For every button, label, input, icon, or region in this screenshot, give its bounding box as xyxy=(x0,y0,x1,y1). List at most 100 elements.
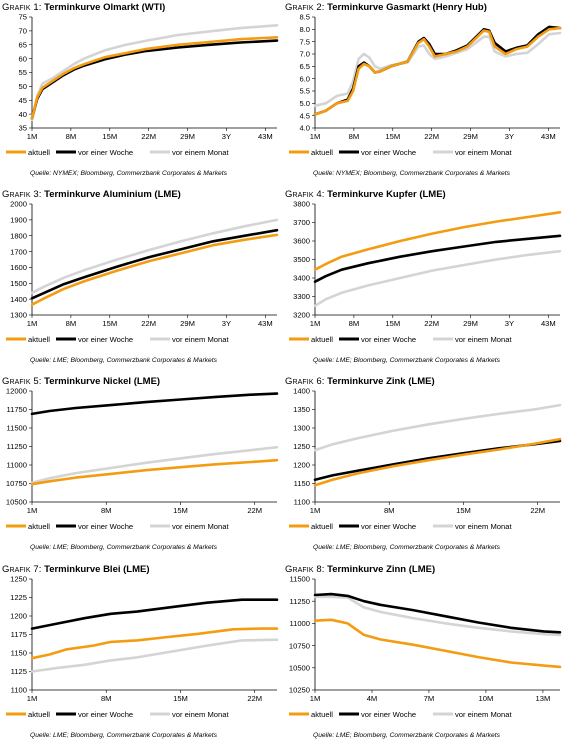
chart-number: Grafik 3: xyxy=(2,189,42,200)
chart-source: Quelle: NYMEX; Bloomberg, Commerzbank Co… xyxy=(30,170,227,177)
chart-svg: 35 40 45 50 55 60 65 70 75 1M 8M 15M 22M 29M 3Y 43M aktu… xyxy=(6,13,279,157)
series-line-woche xyxy=(313,592,562,634)
x-tick-label: 1M xyxy=(27,694,38,703)
series-line-aktuell xyxy=(313,211,562,271)
x-tick-label: 1M xyxy=(27,506,38,515)
y-tick-label: 40 xyxy=(19,110,27,119)
series-line-woche xyxy=(313,25,562,116)
y-tick-label: 10750 xyxy=(6,479,27,488)
y-tick-label: 11500 xyxy=(289,575,310,584)
legend-label-aktuell: aktuell xyxy=(28,335,50,344)
y-tick-label: 65 xyxy=(19,40,27,49)
x-tick-label: 1M xyxy=(310,132,321,141)
legend-label-monat: vor einem Monat xyxy=(455,335,512,344)
chart-panel-1: Grafik 1: Terminkurve Olmarkt (WTI) 35 40 4… xyxy=(0,0,283,187)
chart-title-text: Terminkurve Olmarkt (WTI) xyxy=(41,2,166,13)
chart-svg: 1300 1400 1500 1600 1700 1800 1900 2000 1M 8M 15M 2… xyxy=(6,200,279,344)
series-line-woche xyxy=(30,228,279,300)
chart-title-text: Terminkurve Aluminium (LME) xyxy=(41,189,181,200)
chart-panel-5: Grafik 5: Terminkurve Nickel (LME) 10500 1… xyxy=(0,374,283,561)
x-tick-label: 13M xyxy=(536,694,551,703)
y-tick-label: 6.0 xyxy=(299,74,310,83)
y-tick-label: 55 xyxy=(19,68,27,77)
series-line-aktuell xyxy=(30,627,279,660)
legend-label-aktuell: aktuell xyxy=(28,148,50,157)
x-tick-label: 43M xyxy=(258,319,273,328)
y-tick-label: 1700 xyxy=(10,247,27,256)
x-tick-label: 1M xyxy=(310,319,321,328)
legend-label-woche: vor einer Woche xyxy=(78,522,133,531)
series-line-aktuell xyxy=(30,233,279,306)
chart-title: Grafik 3: Terminkurve Aluminium (LME) xyxy=(2,189,181,200)
chart-svg: 10500 10750 11000 11250 11500 11750 12000 1M 8M 1… xyxy=(6,387,279,531)
y-tick-label: 2000 xyxy=(10,200,27,209)
chart-source: Quelle: LME; Bloomberg, Commerzbank Corp… xyxy=(313,357,500,364)
y-tick-label: 10500 xyxy=(6,498,27,507)
series-line-woche xyxy=(30,392,279,416)
y-tick-label: 4.5 xyxy=(299,111,310,120)
y-tick-label: 3800 xyxy=(293,200,310,209)
chart-title-text: Terminkurve Blei (LME) xyxy=(41,564,150,575)
chart-source: Quelle: LME; Bloomberg, Commerzbank Corp… xyxy=(313,732,500,739)
chart-number: Grafik 8: xyxy=(285,564,325,575)
chart-number: Grafik 6: xyxy=(285,376,325,387)
series-line-aktuell xyxy=(30,36,279,120)
x-tick-label: 22M xyxy=(530,506,545,515)
series-line-monat xyxy=(313,31,562,108)
y-tick-label: 1800 xyxy=(10,231,27,240)
y-tick-label: 11750 xyxy=(6,405,27,414)
x-tick-label: 8M xyxy=(384,506,395,515)
x-tick-label: 15M xyxy=(173,694,188,703)
legend-label-monat: vor einem Monat xyxy=(455,522,512,531)
legend-label-monat: vor einem Monat xyxy=(172,148,229,157)
x-tick-label: 15M xyxy=(385,132,400,141)
x-tick-label: 43M xyxy=(541,319,556,328)
chart-title: Grafik 8: Terminkurve Zinn (LME) xyxy=(285,564,435,575)
y-tick-label: 1100 xyxy=(294,498,310,507)
y-tick-label: 8.0 xyxy=(299,25,310,34)
chart-title-text: Terminkurve Zinn (LME) xyxy=(324,564,436,575)
series-line-monat xyxy=(30,218,279,295)
y-tick-label: 1125 xyxy=(11,667,27,676)
x-tick-label: 22M xyxy=(424,319,439,328)
x-tick-label: 15M xyxy=(102,319,117,328)
x-tick-label: 29M xyxy=(463,132,478,141)
y-tick-label: 1200 xyxy=(10,612,27,621)
chart-svg: 10250 10500 10750 11000 11250 11500 1M 4M 7M 10M 1… xyxy=(289,575,562,719)
x-tick-label: 3Y xyxy=(222,132,231,141)
series-line-aktuell xyxy=(313,437,562,487)
y-tick-label: 5.5 xyxy=(299,87,310,96)
chart-title: Grafik 2: Terminkurve Gasmarkt (Henry Hu… xyxy=(285,2,487,13)
y-tick-label: 1175 xyxy=(11,630,27,639)
x-tick-label: 22M xyxy=(247,506,262,515)
y-tick-label: 1100 xyxy=(11,686,27,695)
y-tick-label: 1300 xyxy=(10,311,27,320)
x-tick-label: 1M xyxy=(27,319,38,328)
x-tick-label: 22M xyxy=(141,319,156,328)
chart-number: Grafik 1: xyxy=(2,2,42,13)
series-line-aktuell xyxy=(313,26,562,116)
legend-label-woche: vor einer Woche xyxy=(78,710,133,719)
series-line-monat xyxy=(30,638,279,673)
y-tick-label: 5.0 xyxy=(299,99,310,108)
chart-svg: 1100 1125 1150 1175 1200 1225 1250 1M 8M 15M 22M ak… xyxy=(6,575,279,719)
y-tick-label: 6.5 xyxy=(299,62,310,71)
x-tick-label: 1M xyxy=(310,694,321,703)
chart-source: Quelle: LME; Bloomberg, Commerzbank Corp… xyxy=(313,544,500,551)
series-line-monat xyxy=(30,24,279,121)
x-tick-label: 1M xyxy=(27,132,38,141)
y-tick-label: 1150 xyxy=(294,479,310,488)
y-tick-label: 45 xyxy=(19,96,27,105)
x-tick-label: 15M xyxy=(456,506,471,515)
legend-label-monat: vor einem Monat xyxy=(172,335,229,344)
y-tick-label: 12000 xyxy=(6,387,27,396)
y-tick-label: 35 xyxy=(19,124,27,133)
legend-label-aktuell: aktuell xyxy=(311,335,333,344)
chart-panel-6: Grafik 6: Terminkurve Zink (LME) 1100 1150… xyxy=(283,374,566,561)
x-tick-label: 15M xyxy=(385,319,400,328)
series-line-aktuell xyxy=(30,458,279,486)
y-tick-label: 10500 xyxy=(289,664,310,673)
y-tick-label: 3300 xyxy=(293,292,310,301)
chart-panel-8: Grafik 8: Terminkurve Zinn (LME) 10250 105… xyxy=(283,562,566,749)
chart-title: Grafik 1: Terminkurve Olmarkt (WTI) xyxy=(2,2,165,13)
